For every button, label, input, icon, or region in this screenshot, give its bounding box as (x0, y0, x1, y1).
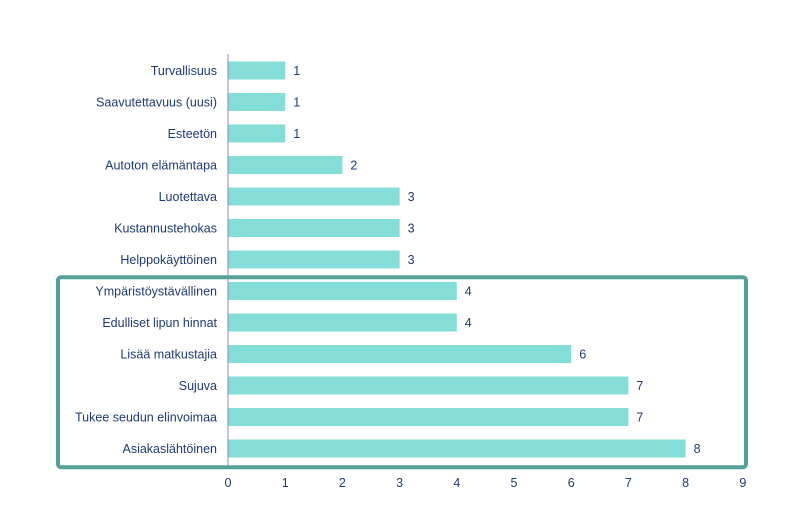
category-label: Ympäristöystävällinen (95, 285, 217, 299)
category-label: Saavutettavuus (uusi) (96, 96, 217, 110)
value-label: 6 (579, 348, 586, 362)
value-label: 7 (636, 411, 643, 425)
category-label: Turvallisuus (151, 64, 217, 78)
value-label: 1 (293, 96, 300, 110)
x-tick-label: 2 (339, 476, 346, 490)
category-label: Helppokäyttöinen (120, 253, 217, 267)
bar (228, 313, 457, 332)
value-label: 7 (636, 379, 643, 393)
category-label: Lisää matkustajia (120, 348, 217, 362)
x-tick-label: 3 (396, 476, 403, 490)
bar (228, 93, 286, 111)
bar (228, 439, 686, 458)
x-tick-label: 0 (225, 476, 232, 490)
bar (228, 376, 629, 395)
highlight-box (56, 275, 748, 470)
bar (228, 282, 457, 300)
bar (228, 408, 629, 426)
category-label: Autoton elämäntapa (105, 159, 217, 173)
value-label: 3 (408, 222, 415, 236)
x-tick-label: 1 (282, 476, 289, 490)
bar (228, 345, 572, 363)
value-label: 3 (408, 190, 415, 204)
category-label: Kustannustehokas (114, 222, 217, 236)
value-label: 1 (293, 127, 300, 141)
value-label: 1 (293, 64, 300, 78)
bar (228, 219, 400, 237)
bar (228, 156, 343, 174)
category-label: Edulliset lipun hinnat (102, 316, 217, 330)
bar (228, 124, 286, 143)
category-label: Luotettava (159, 190, 217, 204)
value-label: 4 (465, 316, 472, 330)
bars-group (228, 61, 686, 458)
value-label: 2 (350, 159, 357, 173)
x-tick-label: 7 (625, 476, 632, 490)
value-label: 8 (694, 442, 701, 456)
category-label: Tukee seudun elinvoimaa (75, 411, 217, 425)
x-tick-label: 8 (682, 476, 689, 490)
x-tick-label: 6 (568, 476, 575, 490)
value-labels-group: 1 1 1 2 3 3 3 4 4 6 7 7 8 (293, 64, 700, 456)
category-label: Asiakaslähtöinen (122, 442, 217, 456)
x-tick-label: 4 (453, 476, 460, 490)
value-label: 4 (465, 285, 472, 299)
x-tick-label: 9 (739, 476, 746, 490)
bar (228, 187, 400, 206)
category-label: Esteetön (168, 127, 217, 141)
bar (228, 250, 400, 269)
category-labels-group: Turvallisuus Saavutettavuus (uusi) Esteetö… (75, 64, 218, 456)
x-tick-label: 5 (511, 476, 518, 490)
x-tick-labels-group: 0 1 2 3 4 5 6 7 8 9 (225, 476, 747, 490)
category-label: Sujuva (179, 379, 217, 393)
bar (228, 61, 286, 80)
value-label: 3 (408, 253, 415, 267)
